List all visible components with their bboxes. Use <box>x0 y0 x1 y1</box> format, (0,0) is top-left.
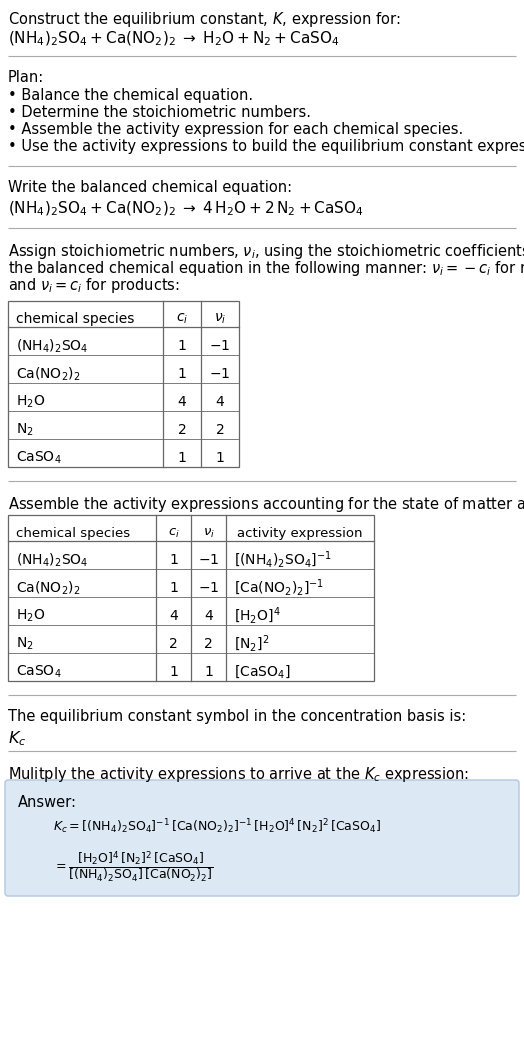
Text: $(\mathrm{NH_4})_2\mathrm{SO_4} + \mathrm{Ca(NO_2)_2} \;\rightarrow\; \mathrm{H_: $(\mathrm{NH_4})_2\mathrm{SO_4} + \mathr… <box>8 30 340 49</box>
Text: $\nu_i$: $\nu_i$ <box>203 527 214 539</box>
Text: Answer:: Answer: <box>18 795 77 810</box>
Text: • Assemble the activity expression for each chemical species.: • Assemble the activity expression for e… <box>8 122 463 137</box>
Text: 2: 2 <box>178 423 187 437</box>
Text: $= \dfrac{[\mathrm{H_2O}]^{4}\,[\mathrm{N_2}]^{2}\,[\mathrm{CaSO_4}]}{[(\mathrm{: $= \dfrac{[\mathrm{H_2O}]^{4}\,[\mathrm{… <box>53 849 214 884</box>
Text: $[\mathrm{CaSO_4}]$: $[\mathrm{CaSO_4}]$ <box>234 664 290 681</box>
Text: • Use the activity expressions to build the equilibrium constant expression.: • Use the activity expressions to build … <box>8 139 524 154</box>
Text: $\mathrm{H_2O}$: $\mathrm{H_2O}$ <box>16 608 45 624</box>
Text: $\nu_i$: $\nu_i$ <box>214 312 226 326</box>
Text: 1: 1 <box>178 339 187 353</box>
Text: 2: 2 <box>204 637 213 651</box>
Text: 2: 2 <box>215 423 224 437</box>
Text: $K_c$: $K_c$ <box>8 729 26 748</box>
Text: 2: 2 <box>169 637 178 651</box>
Text: $\mathrm{CaSO_4}$: $\mathrm{CaSO_4}$ <box>16 450 62 467</box>
Bar <box>8 515 374 681</box>
Text: Construct the equilibrium constant, $K$, expression for:: Construct the equilibrium constant, $K$,… <box>8 10 401 29</box>
Text: 1: 1 <box>169 581 178 595</box>
Text: Plan:: Plan: <box>8 70 44 85</box>
Text: 1: 1 <box>178 367 187 381</box>
Text: $\mathrm{Ca(NO_2)_2}$: $\mathrm{Ca(NO_2)_2}$ <box>16 366 80 382</box>
Text: Write the balanced chemical equation:: Write the balanced chemical equation: <box>8 180 292 195</box>
Text: 1: 1 <box>178 451 187 465</box>
Text: $(\mathrm{NH_4})_2\mathrm{SO_4}$: $(\mathrm{NH_4})_2\mathrm{SO_4}$ <box>16 552 89 568</box>
Text: $[\mathrm{H_2O}]^{4}$: $[\mathrm{H_2O}]^{4}$ <box>234 606 281 627</box>
Text: $c_i$: $c_i$ <box>176 312 188 326</box>
Text: 4: 4 <box>204 609 213 623</box>
Text: $\mathrm{N_2}$: $\mathrm{N_2}$ <box>16 422 34 438</box>
Text: 1: 1 <box>215 451 224 465</box>
Text: $(\mathrm{NH_4})_2\mathrm{SO_4} + \mathrm{Ca(NO_2)_2} \;\rightarrow\; 4\,\mathrm: $(\mathrm{NH_4})_2\mathrm{SO_4} + \mathr… <box>8 199 364 218</box>
Text: chemical species: chemical species <box>16 312 134 326</box>
Text: $[\mathrm{Ca(NO_2)_2}]^{-1}$: $[\mathrm{Ca(NO_2)_2}]^{-1}$ <box>234 578 324 598</box>
Text: $[\mathrm{N_2}]^{2}$: $[\mathrm{N_2}]^{2}$ <box>234 634 269 655</box>
Text: $\mathrm{N_2}$: $\mathrm{N_2}$ <box>16 636 34 652</box>
Text: $c_i$: $c_i$ <box>168 527 179 539</box>
Text: $-1$: $-1$ <box>210 367 231 381</box>
Text: $\mathrm{CaSO_4}$: $\mathrm{CaSO_4}$ <box>16 664 62 681</box>
Text: Assemble the activity expressions accounting for the state of matter and $\nu_i$: Assemble the activity expressions accoun… <box>8 495 524 514</box>
Text: • Balance the chemical equation.: • Balance the chemical equation. <box>8 88 253 103</box>
Text: $-1$: $-1$ <box>210 339 231 353</box>
Text: • Determine the stoichiometric numbers.: • Determine the stoichiometric numbers. <box>8 105 311 119</box>
FancyBboxPatch shape <box>5 780 519 896</box>
Text: Assign stoichiometric numbers, $\nu_i$, using the stoichiometric coefficients, $: Assign stoichiometric numbers, $\nu_i$, … <box>8 242 524 261</box>
Text: Mulitply the activity expressions to arrive at the $K_c$ expression:: Mulitply the activity expressions to arr… <box>8 765 469 784</box>
Text: 4: 4 <box>215 395 224 409</box>
Text: $(\mathrm{NH_4})_2\mathrm{SO_4}$: $(\mathrm{NH_4})_2\mathrm{SO_4}$ <box>16 338 89 354</box>
Text: 4: 4 <box>169 609 178 623</box>
Text: chemical species: chemical species <box>16 527 130 539</box>
Text: 1: 1 <box>169 553 178 567</box>
Text: 1: 1 <box>204 665 213 680</box>
Text: $\mathrm{H_2O}$: $\mathrm{H_2O}$ <box>16 394 45 410</box>
Text: and $\nu_i = c_i$ for products:: and $\nu_i = c_i$ for products: <box>8 276 180 295</box>
Text: $-1$: $-1$ <box>198 553 219 567</box>
Bar <box>8 301 239 467</box>
Text: activity expression: activity expression <box>237 527 363 539</box>
Text: 4: 4 <box>178 395 187 409</box>
Text: $[(\mathrm{NH_4})_2\mathrm{SO_4}]^{-1}$: $[(\mathrm{NH_4})_2\mathrm{SO_4}]^{-1}$ <box>234 550 332 570</box>
Text: $\mathrm{Ca(NO_2)_2}$: $\mathrm{Ca(NO_2)_2}$ <box>16 580 80 596</box>
Text: $K_c = [(\mathrm{NH_4})_2\mathrm{SO_4}]^{-1}\,[\mathrm{Ca(NO_2)_2}]^{-1}\,[\math: $K_c = [(\mathrm{NH_4})_2\mathrm{SO_4}]^… <box>53 817 381 835</box>
Text: 1: 1 <box>169 665 178 680</box>
Text: $-1$: $-1$ <box>198 581 219 595</box>
Text: The equilibrium constant symbol in the concentration basis is:: The equilibrium constant symbol in the c… <box>8 709 466 724</box>
Text: the balanced chemical equation in the following manner: $\nu_i = -c_i$ for react: the balanced chemical equation in the fo… <box>8 259 524 278</box>
